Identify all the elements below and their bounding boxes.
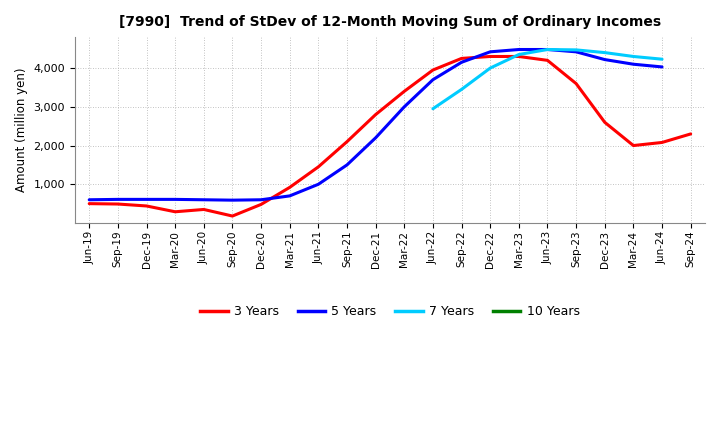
3 Years bbox=[228, 213, 237, 219]
3 Years bbox=[629, 143, 638, 148]
5 Years bbox=[657, 64, 666, 70]
3 Years bbox=[543, 58, 552, 63]
3 Years bbox=[114, 202, 122, 207]
7 Years bbox=[600, 50, 609, 55]
5 Years bbox=[85, 197, 94, 202]
Y-axis label: Amount (million yen): Amount (million yen) bbox=[15, 68, 28, 192]
3 Years bbox=[486, 54, 495, 59]
7 Years bbox=[515, 52, 523, 57]
5 Years bbox=[314, 182, 323, 187]
5 Years bbox=[257, 197, 266, 202]
5 Years bbox=[171, 197, 179, 202]
5 Years bbox=[543, 47, 552, 52]
3 Years bbox=[600, 120, 609, 125]
5 Years bbox=[199, 197, 208, 202]
5 Years bbox=[142, 197, 150, 202]
3 Years bbox=[400, 89, 408, 94]
3 Years bbox=[515, 54, 523, 59]
5 Years bbox=[572, 49, 580, 55]
7 Years bbox=[629, 54, 638, 59]
5 Years bbox=[600, 57, 609, 62]
5 Years bbox=[486, 49, 495, 55]
Line: 5 Years: 5 Years bbox=[89, 50, 662, 200]
7 Years bbox=[543, 47, 552, 52]
5 Years bbox=[372, 135, 380, 140]
3 Years bbox=[142, 203, 150, 209]
Legend: 3 Years, 5 Years, 7 Years, 10 Years: 3 Years, 5 Years, 7 Years, 10 Years bbox=[195, 300, 585, 323]
5 Years bbox=[400, 104, 408, 110]
3 Years bbox=[85, 201, 94, 206]
5 Years bbox=[228, 198, 237, 203]
3 Years bbox=[657, 140, 666, 145]
5 Years bbox=[428, 77, 437, 82]
3 Years bbox=[686, 131, 695, 136]
3 Years bbox=[285, 185, 294, 190]
5 Years bbox=[343, 162, 351, 168]
5 Years bbox=[285, 193, 294, 198]
7 Years bbox=[657, 57, 666, 62]
5 Years bbox=[629, 62, 638, 67]
3 Years bbox=[372, 112, 380, 117]
Line: 3 Years: 3 Years bbox=[89, 56, 690, 216]
3 Years bbox=[199, 207, 208, 212]
5 Years bbox=[457, 60, 466, 65]
7 Years bbox=[428, 106, 437, 111]
7 Years bbox=[457, 87, 466, 92]
7 Years bbox=[486, 66, 495, 71]
3 Years bbox=[314, 164, 323, 169]
5 Years bbox=[515, 47, 523, 52]
3 Years bbox=[171, 209, 179, 214]
3 Years bbox=[343, 139, 351, 144]
Title: [7990]  Trend of StDev of 12-Month Moving Sum of Ordinary Incomes: [7990] Trend of StDev of 12-Month Moving… bbox=[119, 15, 661, 29]
3 Years bbox=[428, 67, 437, 73]
Line: 7 Years: 7 Years bbox=[433, 50, 662, 109]
7 Years bbox=[572, 47, 580, 52]
5 Years bbox=[114, 197, 122, 202]
3 Years bbox=[572, 81, 580, 86]
3 Years bbox=[457, 56, 466, 61]
3 Years bbox=[257, 202, 266, 207]
